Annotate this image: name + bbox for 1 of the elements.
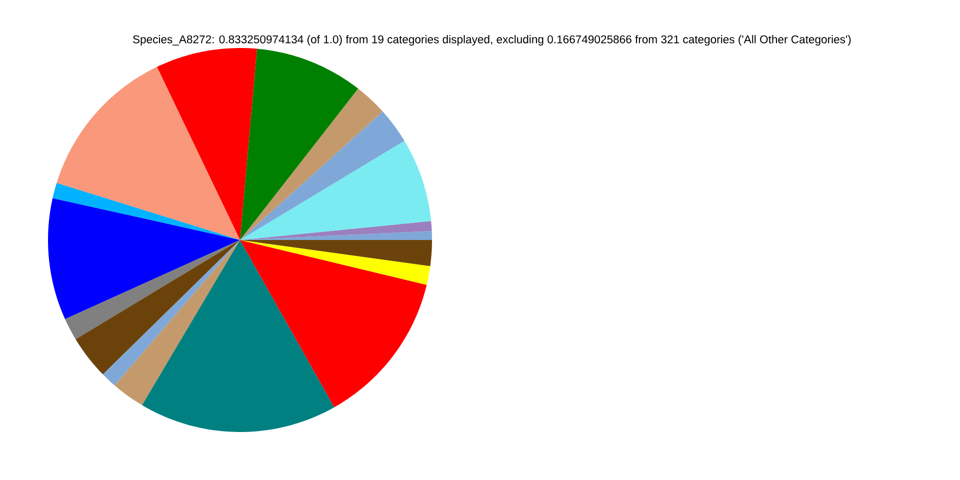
text: Species_A8272: 0.833250974134 (of 1.0) from 19 categories displayed, excluding 0.166749025866 from 321 categories ('All Other Categories') (133, 35, 851, 46)
